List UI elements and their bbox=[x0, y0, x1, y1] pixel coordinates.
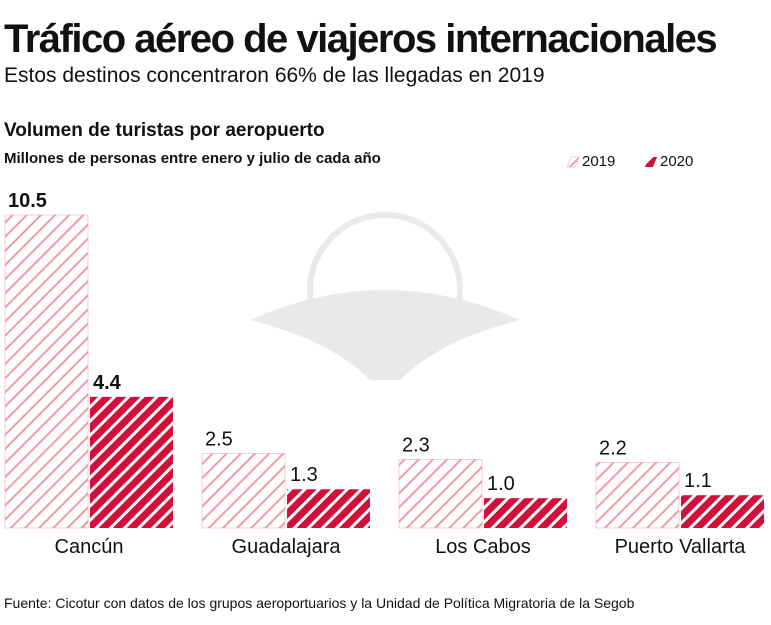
value-label: 1.3 bbox=[290, 464, 318, 486]
source-note: Fuente: Cicotur con datos de los grupos … bbox=[4, 595, 635, 611]
chart-title: Tráfico aéreo de viajeros internacionale… bbox=[4, 17, 716, 61]
legend-swatch bbox=[566, 156, 580, 168]
legend-label: 2019 bbox=[582, 153, 615, 170]
chart-subheading: Millones de personas entre enero y julio… bbox=[4, 150, 381, 167]
bar bbox=[287, 489, 370, 528]
bar bbox=[595, 462, 680, 529]
x-tick-label: Los Cabos bbox=[435, 536, 531, 558]
bar bbox=[681, 495, 764, 528]
value-label: 1.0 bbox=[487, 473, 515, 495]
value-label: 2.3 bbox=[402, 434, 430, 456]
bar bbox=[4, 214, 89, 529]
x-tick-label: Cancún bbox=[55, 536, 124, 558]
x-tick-label: Puerto Vallarta bbox=[615, 536, 747, 558]
bar bbox=[398, 459, 483, 529]
legend-swatch bbox=[645, 157, 657, 167]
subtitle: Estos destinos concentraron 66% de las l… bbox=[4, 64, 545, 87]
x-tick-label: Guadalajara bbox=[232, 536, 342, 558]
value-label: 4.4 bbox=[93, 372, 122, 394]
value-label: 2.2 bbox=[599, 437, 627, 459]
value-label: 1.1 bbox=[684, 470, 712, 492]
bar bbox=[90, 396, 173, 528]
bar bbox=[201, 453, 286, 529]
value-label: 10.5 bbox=[8, 190, 47, 212]
value-label: 2.5 bbox=[205, 428, 233, 450]
watermark bbox=[250, 212, 520, 380]
bar bbox=[484, 498, 567, 528]
legend-label: 2020 bbox=[660, 153, 693, 170]
chart-heading: Volumen de turistas por aeropuerto bbox=[4, 120, 325, 141]
